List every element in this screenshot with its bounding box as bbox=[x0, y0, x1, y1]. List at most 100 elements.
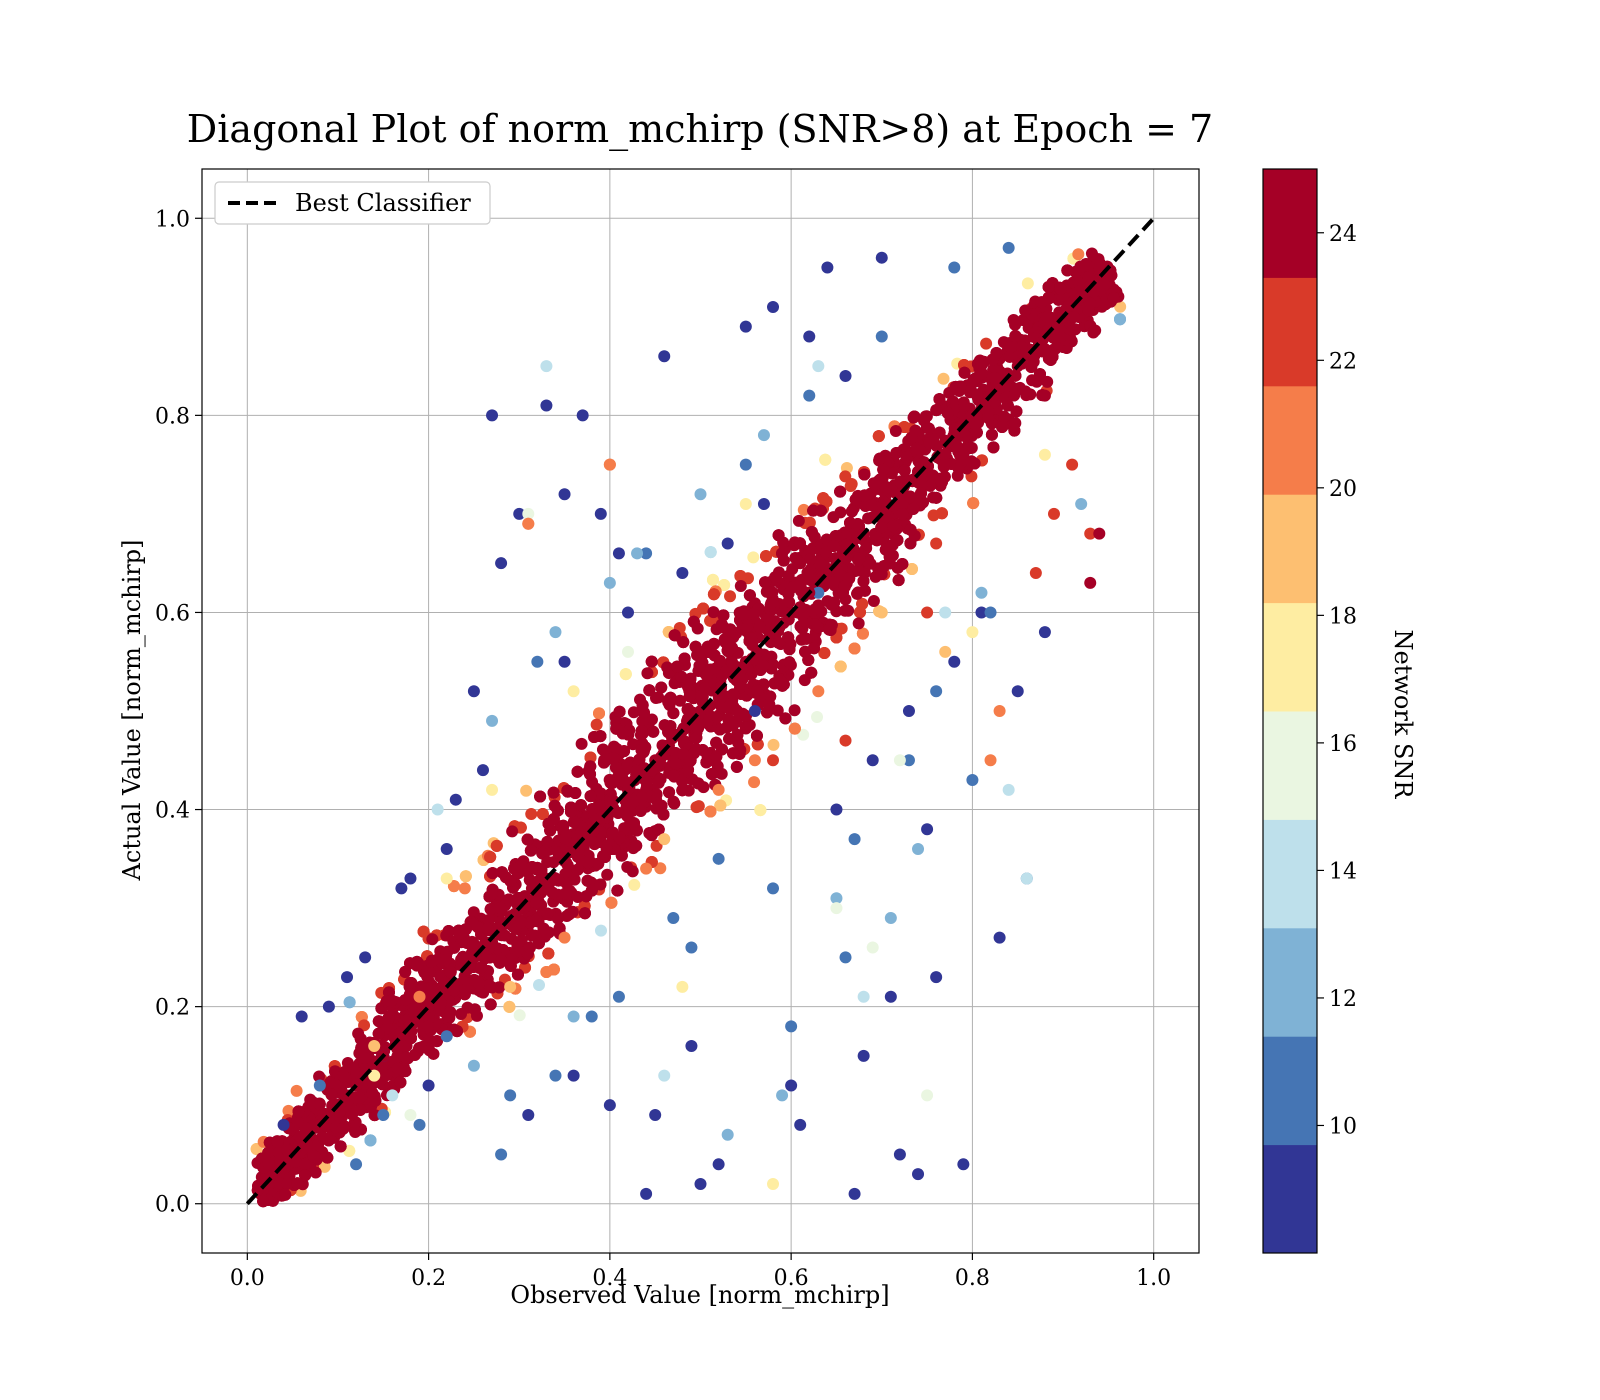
scatter-point bbox=[844, 516, 857, 529]
scatter-point bbox=[745, 632, 758, 645]
scatter-point bbox=[380, 1069, 393, 1082]
scatter-point bbox=[954, 380, 967, 393]
scatter-point bbox=[964, 383, 977, 396]
scatter-point bbox=[937, 458, 950, 471]
scatter-point bbox=[590, 718, 603, 731]
scatter-point bbox=[779, 712, 792, 725]
scatter-point bbox=[257, 1195, 270, 1208]
scatter-point bbox=[627, 738, 640, 751]
scatter-point bbox=[290, 1084, 303, 1097]
scatter-point bbox=[508, 862, 521, 875]
scatter-point bbox=[353, 1092, 366, 1105]
scatter-point bbox=[707, 588, 720, 601]
scatter-point bbox=[674, 694, 687, 707]
scatter-point bbox=[684, 754, 697, 767]
scatter-point bbox=[797, 728, 810, 741]
scatter-point bbox=[594, 787, 607, 800]
scatter-point bbox=[757, 659, 770, 672]
scatter-point bbox=[886, 519, 899, 532]
scatter-point bbox=[667, 769, 680, 782]
scatter-point bbox=[926, 469, 939, 482]
scatter-point bbox=[541, 907, 554, 920]
scatter-point bbox=[559, 832, 572, 845]
scatter-point bbox=[655, 681, 668, 694]
scatter-point bbox=[811, 710, 824, 723]
scatter-point bbox=[852, 564, 865, 577]
scatter-point bbox=[633, 753, 646, 766]
scatter-point bbox=[341, 1094, 354, 1107]
scatter-point bbox=[459, 983, 472, 996]
scatter-point bbox=[692, 777, 705, 790]
scatter-point bbox=[299, 1122, 312, 1135]
scatter-point bbox=[747, 551, 760, 564]
scatter-point bbox=[937, 372, 950, 385]
scatter-point bbox=[967, 373, 980, 386]
scatter-point bbox=[730, 704, 743, 717]
scatter-point bbox=[710, 711, 723, 724]
scatter-point bbox=[704, 805, 717, 818]
scatter-point bbox=[575, 737, 588, 750]
scatter-point bbox=[520, 784, 533, 797]
scatter-point bbox=[594, 878, 607, 891]
scatter-point bbox=[627, 706, 640, 719]
scatter-point bbox=[475, 961, 488, 974]
scatter-point bbox=[982, 411, 995, 424]
scatter-point bbox=[700, 756, 713, 769]
scatter-point bbox=[484, 903, 497, 916]
scatter-point bbox=[495, 954, 508, 967]
scatter-point bbox=[654, 773, 667, 786]
scatter-point bbox=[282, 1104, 295, 1117]
scatter-point bbox=[607, 752, 620, 765]
scatter-point bbox=[783, 656, 796, 669]
scatter-point bbox=[1003, 350, 1016, 363]
scatter-point bbox=[849, 493, 862, 506]
scatter-point bbox=[345, 1108, 358, 1121]
scatter-point bbox=[704, 546, 717, 559]
scatter-point bbox=[682, 702, 695, 715]
scatter-point bbox=[828, 596, 841, 609]
scatter-point bbox=[408, 1006, 421, 1019]
scatter-point bbox=[504, 959, 517, 972]
scatter-point bbox=[481, 922, 494, 935]
scatter-point bbox=[619, 668, 632, 681]
scatter-point bbox=[794, 601, 807, 614]
scatter-point bbox=[707, 606, 720, 619]
scatter-point bbox=[513, 1009, 526, 1022]
scatter-point bbox=[621, 809, 634, 822]
scatter-point bbox=[391, 1062, 404, 1075]
scatter-point bbox=[1054, 283, 1067, 296]
scatter-point bbox=[601, 868, 614, 881]
scatter-point bbox=[434, 997, 447, 1010]
scatter-point bbox=[594, 924, 607, 937]
scatter-point bbox=[669, 757, 682, 770]
scatter-point bbox=[551, 804, 564, 817]
scatter-point bbox=[271, 1136, 284, 1149]
scatter-point bbox=[1069, 323, 1082, 336]
scatter-point bbox=[930, 404, 943, 417]
scatter-point bbox=[355, 1041, 368, 1054]
scatter-point bbox=[567, 816, 580, 829]
scatter-point bbox=[552, 874, 565, 887]
scatter-point bbox=[760, 585, 773, 598]
scatter-point bbox=[793, 578, 806, 591]
scatter-point bbox=[799, 645, 812, 658]
scatter-point bbox=[883, 551, 896, 564]
scatter-point bbox=[724, 623, 737, 636]
scatter-point bbox=[1072, 248, 1085, 261]
scatter-point bbox=[459, 870, 472, 883]
scatter-point bbox=[1035, 296, 1048, 309]
scatter-point bbox=[900, 451, 913, 464]
scatter-point bbox=[939, 448, 952, 461]
scatter-point bbox=[782, 569, 795, 582]
scatter-point bbox=[400, 1051, 413, 1064]
scatter-point bbox=[640, 776, 653, 789]
scatter-point bbox=[748, 776, 761, 789]
scatter-point bbox=[299, 1158, 312, 1171]
scatter-point bbox=[490, 839, 503, 852]
scatter-point bbox=[512, 891, 525, 904]
scatter-point bbox=[628, 878, 641, 891]
scatter-point bbox=[754, 804, 767, 817]
scatter-point bbox=[765, 597, 778, 610]
scatter-point bbox=[486, 887, 499, 900]
scatter-point bbox=[878, 560, 891, 573]
